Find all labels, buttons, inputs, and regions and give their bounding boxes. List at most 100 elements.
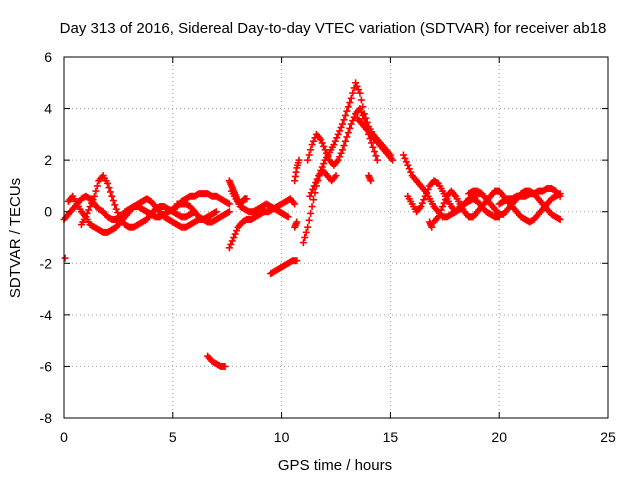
data-point xyxy=(331,137,339,145)
data-point xyxy=(225,200,233,208)
data-point xyxy=(404,161,412,169)
data-point xyxy=(367,177,375,185)
data-point xyxy=(309,185,317,193)
data-point xyxy=(339,146,347,154)
data-point xyxy=(111,201,119,209)
data-point xyxy=(399,151,407,159)
data-point xyxy=(283,212,291,220)
data-point xyxy=(227,240,235,248)
data-point xyxy=(437,206,445,214)
data-point xyxy=(291,200,299,208)
data-point xyxy=(302,228,310,236)
data-point xyxy=(310,196,318,204)
data-point xyxy=(436,209,444,217)
data-point xyxy=(307,189,315,197)
data-point xyxy=(439,203,447,211)
data-point xyxy=(106,188,114,196)
data-point xyxy=(93,182,101,190)
data-point xyxy=(336,153,344,161)
data-point xyxy=(337,123,345,131)
data-point xyxy=(357,108,365,116)
data-point xyxy=(307,146,315,154)
data-point xyxy=(211,209,219,217)
data-point xyxy=(301,234,309,241)
data-point xyxy=(231,230,239,238)
data-point xyxy=(349,89,357,97)
data-point xyxy=(310,137,318,145)
data-point xyxy=(221,362,229,370)
data-point xyxy=(310,182,318,190)
data-point xyxy=(306,192,314,200)
data-point xyxy=(293,257,301,265)
data-point xyxy=(334,130,342,138)
data-point xyxy=(344,129,352,137)
data-point xyxy=(556,215,564,223)
data-point xyxy=(424,185,432,193)
data-point xyxy=(352,79,360,87)
data-point xyxy=(318,139,326,147)
grid-lines xyxy=(64,57,608,418)
data-point xyxy=(82,213,90,221)
data-point xyxy=(417,203,425,211)
data-point xyxy=(112,205,120,213)
x-tick-label: 5 xyxy=(169,429,177,445)
data-point xyxy=(340,116,348,124)
data-point xyxy=(356,105,364,113)
data-point xyxy=(323,149,331,157)
data-point xyxy=(368,139,376,147)
data-point xyxy=(360,115,368,123)
data-point xyxy=(354,86,362,94)
data-point xyxy=(86,203,94,211)
data-point xyxy=(105,184,113,192)
data-point xyxy=(224,199,232,207)
data-point xyxy=(313,175,321,183)
data-point xyxy=(405,165,413,173)
data-point xyxy=(343,107,351,115)
y-tick-label: -4 xyxy=(40,307,53,323)
data-point xyxy=(418,199,426,207)
data-point xyxy=(340,142,348,150)
x-tick-label: 0 xyxy=(60,429,68,445)
x-axis-label: GPS time / hours xyxy=(278,457,392,474)
data-point xyxy=(334,156,342,164)
data-point xyxy=(317,136,325,144)
data-point xyxy=(330,141,338,149)
data-point xyxy=(359,111,367,119)
data-point xyxy=(225,208,233,216)
data-point xyxy=(343,133,351,141)
data-point xyxy=(428,223,436,231)
data-point xyxy=(305,151,313,159)
x-tick-label: 10 xyxy=(274,429,290,445)
data-point xyxy=(407,168,415,176)
data-point xyxy=(353,82,361,90)
data-point xyxy=(402,158,410,166)
data-point xyxy=(356,89,364,97)
data-point xyxy=(370,148,378,156)
data-point xyxy=(115,212,123,220)
x-tick-label: 20 xyxy=(491,429,507,445)
data-point xyxy=(440,199,448,207)
data-point xyxy=(341,137,349,145)
y-tick-label: -8 xyxy=(40,410,53,426)
data-point xyxy=(336,127,344,135)
y-axis-label: SDTVAR / TECUs xyxy=(7,178,24,298)
data-point xyxy=(346,124,354,132)
data-point xyxy=(347,94,355,102)
data-point xyxy=(346,99,354,107)
data-point xyxy=(225,244,233,252)
data-point xyxy=(321,146,329,154)
y-tick-label: -6 xyxy=(40,358,53,374)
data-point xyxy=(320,160,328,168)
data-point xyxy=(114,209,122,217)
data-point xyxy=(434,213,442,221)
data-point xyxy=(212,208,220,216)
x-tick-labels: 0 5 10 15 20 25 xyxy=(60,429,616,445)
data-point xyxy=(224,209,232,217)
y-tick-label: -2 xyxy=(40,255,53,271)
y-tick-label: 0 xyxy=(44,204,52,220)
data-point xyxy=(89,196,97,204)
data-point xyxy=(230,234,238,241)
data-point xyxy=(293,218,301,226)
data-point xyxy=(109,197,117,205)
